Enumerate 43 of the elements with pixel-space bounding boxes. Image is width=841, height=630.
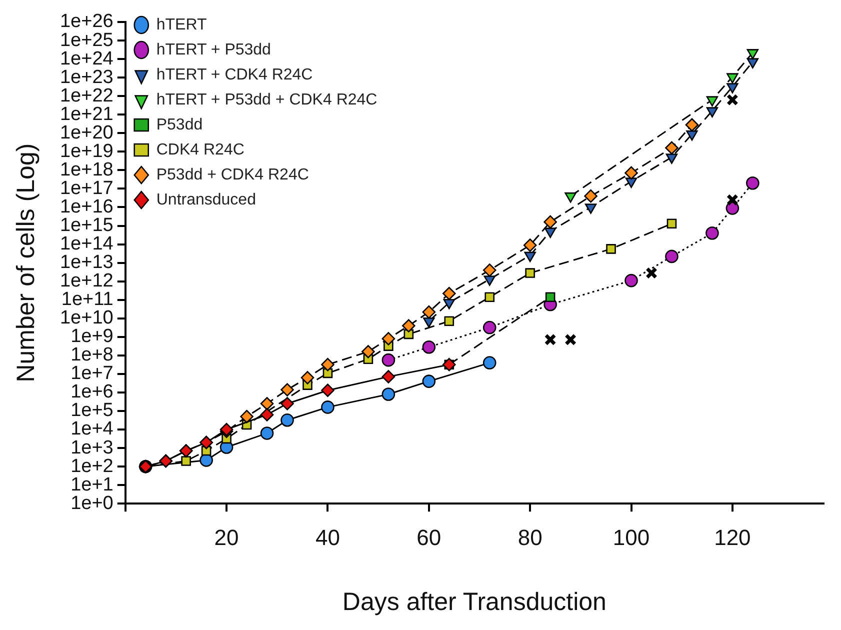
y-tick-label: 1e+23	[60, 66, 114, 88]
x-tick-label: 20	[214, 524, 239, 550]
y-axis-title: Number of cells (Log)	[12, 143, 40, 382]
y-tick-label: 1e+1	[70, 474, 114, 496]
y-tick-label: 1e+3	[70, 437, 114, 458]
y-tick-label: 1e+26	[60, 11, 114, 32]
y-tick-label: 1e+7	[70, 363, 114, 384]
y-tick-label: 1e+6	[70, 382, 114, 403]
legend-label: P53dd + CDK4 R24C	[156, 166, 309, 184]
y-tick-label: 1e+0	[70, 492, 114, 514]
y-tick-label: 1e+19	[60, 140, 114, 162]
legend-label: hTERT + CDK4 R24C	[156, 66, 313, 84]
y-tick-label: 1e+12	[60, 270, 114, 292]
y-tick-label: 1e+15	[60, 214, 114, 236]
y-tick-label: 1e+22	[60, 85, 114, 106]
x-tick-label: 120	[714, 524, 751, 550]
legend-label: P53dd	[156, 116, 203, 134]
legend-label: hTERT	[156, 16, 207, 34]
legend-label: Untransduced	[156, 191, 256, 208]
y-tick-label: 1e+14	[60, 234, 114, 255]
x-tick-label: 60	[416, 524, 442, 550]
y-tick-label: 1e+21	[60, 104, 114, 125]
x-tick-label: 40	[315, 524, 340, 550]
y-tick-label: 1e+18	[60, 159, 114, 180]
y-tick-label: 1e+5	[70, 400, 114, 422]
y-tick-label: 1e+8	[70, 344, 114, 366]
y-tick-label: 1e+11	[61, 289, 114, 310]
y-tick-label: 1e+9	[70, 326, 114, 348]
y-tick-label: 1e+17	[60, 178, 114, 199]
legend-label: hTERT + P53dd	[156, 41, 271, 58]
y-tick-label: 1e+24	[60, 48, 114, 70]
y-tick-label: 1e+10	[60, 308, 114, 329]
y-tick-label: 1e+16	[60, 196, 114, 218]
y-tick-label: 1e+20	[60, 122, 114, 144]
x-tick-label: 80	[518, 524, 542, 550]
x-tick-label: 100	[612, 524, 650, 550]
y-tick-label: 1e+2	[70, 456, 114, 477]
legend-label: hTERT + P53dd + CDK4 R24C	[156, 91, 378, 108]
y-tick-label: 1e+4	[70, 418, 114, 440]
y-tick-label: 1e+13	[60, 252, 114, 274]
x-axis-title: Days after Transduction	[342, 588, 606, 616]
legend-label: CDK4 R24C	[156, 141, 244, 158]
y-tick-label: 1e+25	[60, 30, 114, 51]
